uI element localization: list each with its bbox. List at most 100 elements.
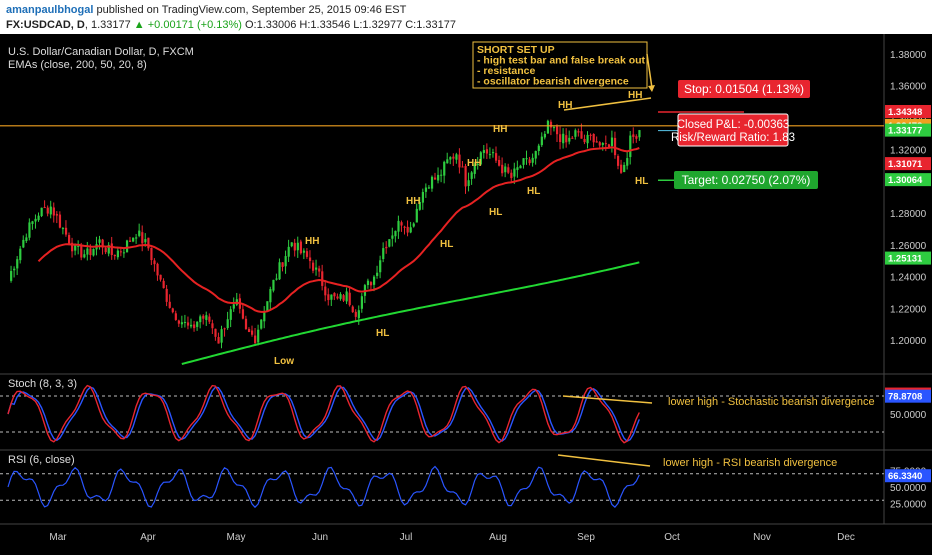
candle-body <box>525 158 528 160</box>
stoch-y-tick: 50.0000 <box>890 410 927 421</box>
candle-body <box>510 172 513 178</box>
candle-body <box>278 262 281 280</box>
y-tick-label: 1.36000 <box>890 82 927 93</box>
candle-body <box>565 135 568 143</box>
y-tick-label: 1.32000 <box>890 145 927 156</box>
candle-body <box>159 274 162 280</box>
candle-body <box>144 239 147 243</box>
stoch-pane-title: Stoch (8, 3, 3) <box>8 378 78 390</box>
candle-body <box>266 301 269 312</box>
candle-body <box>165 288 168 302</box>
price-tag <box>885 104 931 118</box>
candle-body <box>55 214 58 216</box>
candle-body <box>22 239 25 248</box>
candle-body <box>522 158 525 165</box>
rsi-divergence-line <box>557 454 651 467</box>
candle-body <box>275 278 278 280</box>
candle-body <box>430 176 434 189</box>
pnl-box <box>677 113 789 147</box>
candle-body <box>71 242 74 252</box>
candle-body <box>476 163 479 166</box>
price-chart[interactable]: 1.380001.360001.340001.320001.300001.280… <box>0 34 932 550</box>
candle-body <box>293 242 296 251</box>
candle-body <box>269 289 272 303</box>
candle-body <box>455 154 458 160</box>
candle-body <box>449 157 452 160</box>
candle-body <box>174 313 177 320</box>
candle-body <box>257 329 260 343</box>
candle-body <box>617 155 620 166</box>
y-tick-label: 1.26000 <box>890 241 927 252</box>
candle-body <box>122 252 126 254</box>
x-tick-label: Mar <box>49 532 67 543</box>
candle-body <box>16 259 19 269</box>
candle-body <box>345 291 348 302</box>
candle-body <box>556 126 559 135</box>
candle-body <box>104 248 107 253</box>
candle-body <box>595 141 598 143</box>
candle-body <box>357 310 360 319</box>
stop-label: Stop: 0.01504 (1.13%) <box>684 82 804 96</box>
candle-body <box>156 263 159 276</box>
price-tag <box>885 157 931 171</box>
candle-body <box>354 311 357 317</box>
candle-body <box>601 143 604 145</box>
candle-body <box>403 226 406 228</box>
x-tick-label: Aug <box>489 532 507 543</box>
candle-body <box>28 222 31 238</box>
candle-body <box>461 166 464 168</box>
candle-body <box>168 301 171 308</box>
candle-body <box>379 260 382 273</box>
main-pane-title: U.S. Dollar/Canadian Dollar, D, FXCM <box>8 46 194 58</box>
rsi-tag-label: 66.3340 <box>888 471 922 482</box>
candle-body <box>409 227 412 233</box>
candle-body <box>46 207 49 214</box>
stoch-tag <box>885 389 931 403</box>
candle-body <box>312 262 315 271</box>
price-tag-label: 1.34348 <box>888 107 922 118</box>
candle-body <box>110 243 113 255</box>
swing-label: HH <box>305 236 319 247</box>
candle-body <box>330 294 333 300</box>
author-link[interactable]: amanpaulbhogal <box>6 4 94 16</box>
candle-body <box>13 268 16 271</box>
candle-body <box>491 152 495 154</box>
candle-body <box>199 316 202 323</box>
candle-body <box>583 138 586 143</box>
rsi-pane-title: RSI (6, close) <box>8 454 75 466</box>
candle-body <box>394 230 397 237</box>
candle-body <box>220 329 223 343</box>
candle-body <box>458 154 461 168</box>
candle-body <box>74 245 77 251</box>
candle-body <box>351 306 354 313</box>
y-tick-label: 1.22000 <box>890 304 927 315</box>
candle-body <box>434 177 437 180</box>
candle-body <box>562 133 565 144</box>
candle-body <box>171 308 174 313</box>
candle-body <box>412 223 415 227</box>
setup-arrow <box>646 53 653 89</box>
candle-body <box>418 202 421 210</box>
candle-body <box>247 329 251 333</box>
candle-body <box>214 328 217 337</box>
target-box <box>674 171 818 189</box>
x-tick-label: Apr <box>140 532 156 543</box>
price-change: ▲ +0.00171 (+0.13%) <box>133 19 242 31</box>
stoch-d-line <box>7 386 640 442</box>
price-tag <box>885 251 931 265</box>
candle-body <box>58 214 62 228</box>
candle-body <box>287 246 290 257</box>
candle-body <box>513 168 516 177</box>
setup-note-box <box>472 41 648 89</box>
swing-label: HH <box>406 196 420 207</box>
candle-body <box>516 167 519 171</box>
candle-body <box>52 207 55 216</box>
candle-body <box>208 316 211 322</box>
candle-body <box>49 206 52 215</box>
candle-body <box>229 309 232 320</box>
chart-area[interactable]: U.S. Dollar/Canadian Dollar, D, FXCM EMA… <box>0 34 932 550</box>
candle-body <box>202 315 205 319</box>
candle-body <box>89 248 92 256</box>
y-tick-label: 1.28000 <box>890 209 927 220</box>
stoch-divergence-line <box>562 395 653 404</box>
